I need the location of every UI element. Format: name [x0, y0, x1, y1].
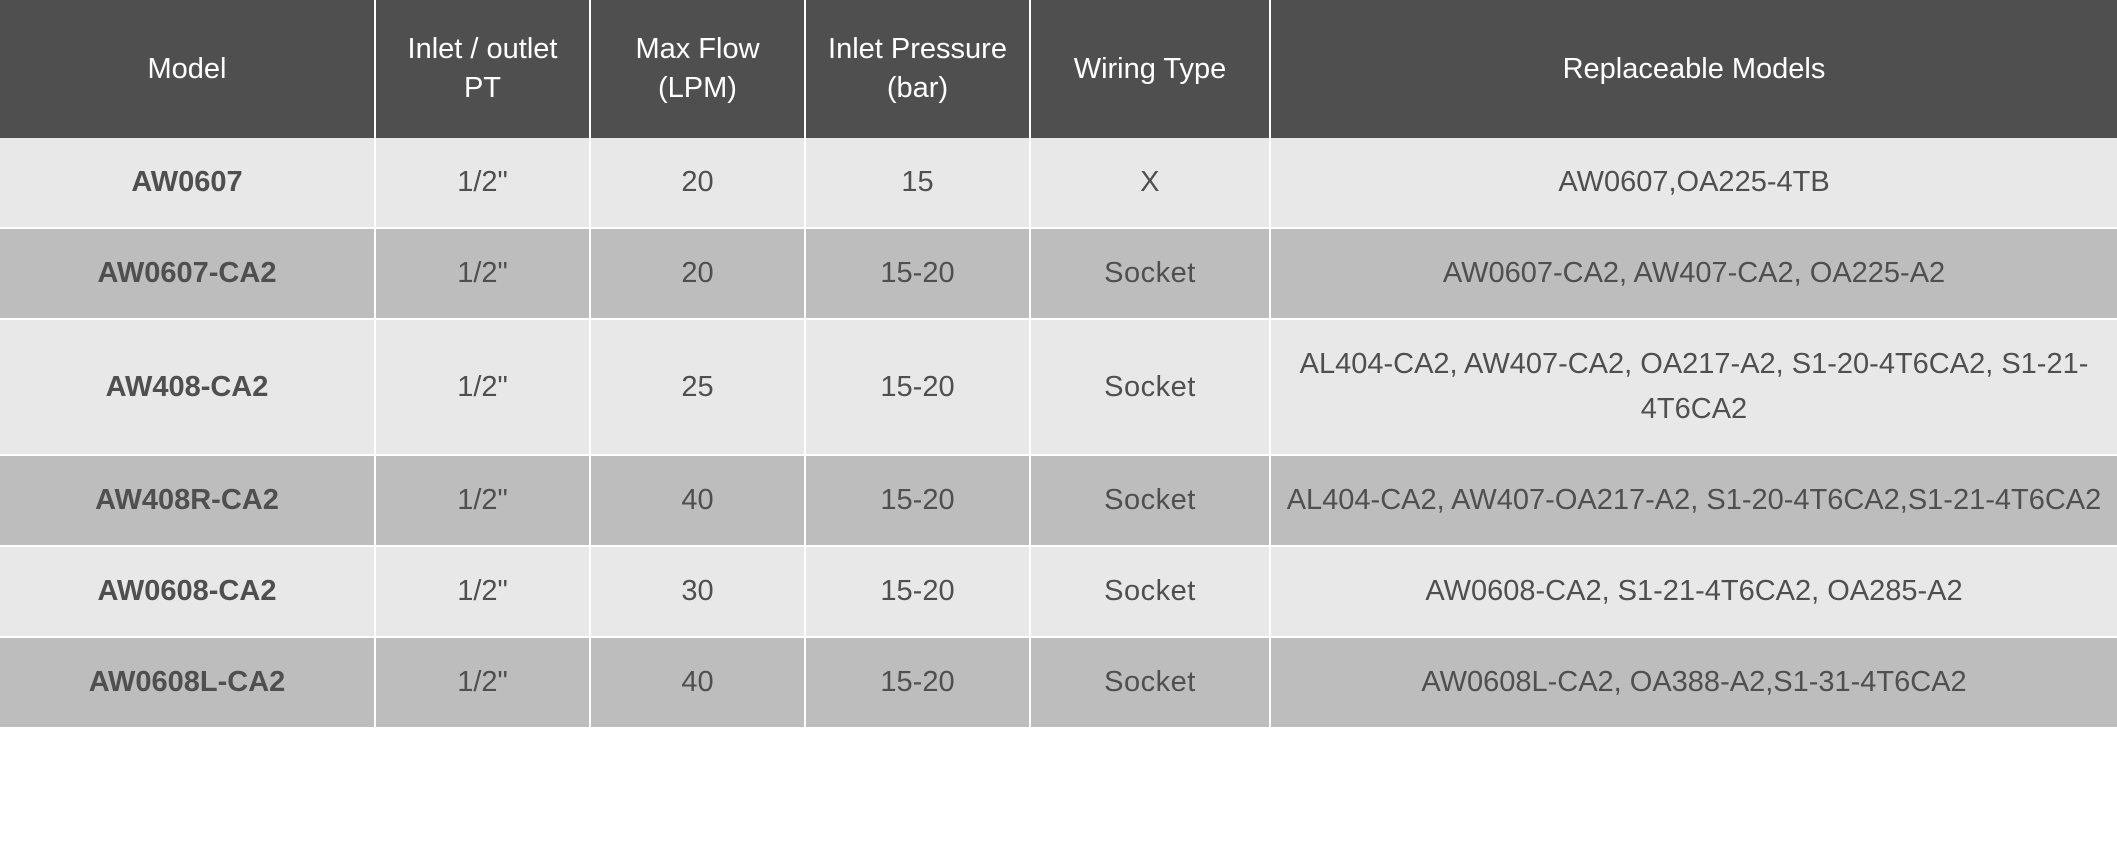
cell-inlet-outlet: 1/2" [375, 138, 590, 228]
cell-model: AW0608-CA2 [0, 546, 375, 637]
cell-inlet-pressure: 15-20 [805, 455, 1030, 546]
table-body: AW0607 1/2" 20 15 X AW0607,OA225-4TB AW0… [0, 138, 2117, 728]
header-wiring-type: Wiring Type [1030, 0, 1270, 138]
cell-wiring-type: Socket [1030, 319, 1270, 455]
cell-replaceable: AL404-CA2, AW407-CA2, OA217-A2, S1-20-4T… [1270, 319, 2117, 455]
spec-table: Model Inlet / outlet PT Max Flow (LPM) I… [0, 0, 2117, 729]
cell-max-flow: 20 [590, 138, 805, 228]
cell-inlet-pressure: 15-20 [805, 546, 1030, 637]
cell-replaceable: AW0607-CA2, AW407-CA2, OA225-A2 [1270, 228, 2117, 319]
cell-max-flow: 30 [590, 546, 805, 637]
cell-inlet-outlet: 1/2" [375, 546, 590, 637]
cell-wiring-type: Socket [1030, 228, 1270, 319]
cell-max-flow: 40 [590, 455, 805, 546]
table-row: AW0607 1/2" 20 15 X AW0607,OA225-4TB [0, 138, 2117, 228]
cell-model: AW408R-CA2 [0, 455, 375, 546]
table-row: AW0608L-CA2 1/2" 40 15-20 Socket AW0608L… [0, 637, 2117, 728]
cell-model: AW0607 [0, 138, 375, 228]
cell-inlet-outlet: 1/2" [375, 637, 590, 728]
table-row: AW408-CA2 1/2" 25 15-20 Socket AL404-CA2… [0, 319, 2117, 455]
cell-wiring-type: Socket [1030, 455, 1270, 546]
cell-inlet-pressure: 15-20 [805, 228, 1030, 319]
cell-max-flow: 40 [590, 637, 805, 728]
header-replaceable: Replaceable Models [1270, 0, 2117, 138]
cell-inlet-outlet: 1/2" [375, 228, 590, 319]
cell-inlet-pressure: 15-20 [805, 319, 1030, 455]
cell-wiring-type: X [1030, 138, 1270, 228]
cell-model: AW0607-CA2 [0, 228, 375, 319]
table-row: AW0607-CA2 1/2" 20 15-20 Socket AW0607-C… [0, 228, 2117, 319]
cell-replaceable: AW0607,OA225-4TB [1270, 138, 2117, 228]
cell-replaceable: AW0608-CA2, S1-21-4T6CA2, OA285-A2 [1270, 546, 2117, 637]
cell-model: AW0608L-CA2 [0, 637, 375, 728]
cell-max-flow: 25 [590, 319, 805, 455]
cell-model: AW408-CA2 [0, 319, 375, 455]
header-max-flow: Max Flow (LPM) [590, 0, 805, 138]
cell-replaceable: AW0608L-CA2, OA388-A2,S1-31-4T6CA2 [1270, 637, 2117, 728]
header-model: Model [0, 0, 375, 138]
cell-inlet-pressure: 15-20 [805, 637, 1030, 728]
cell-wiring-type: Socket [1030, 546, 1270, 637]
cell-inlet-pressure: 15 [805, 138, 1030, 228]
header-inlet-pressure: Inlet Pressure (bar) [805, 0, 1030, 138]
cell-inlet-outlet: 1/2" [375, 319, 590, 455]
table-row: AW408R-CA2 1/2" 40 15-20 Socket AL404-CA… [0, 455, 2117, 546]
cell-wiring-type: Socket [1030, 637, 1270, 728]
table-row: AW0608-CA2 1/2" 30 15-20 Socket AW0608-C… [0, 546, 2117, 637]
table-header: Model Inlet / outlet PT Max Flow (LPM) I… [0, 0, 2117, 138]
cell-max-flow: 20 [590, 228, 805, 319]
header-inlet-outlet: Inlet / outlet PT [375, 0, 590, 138]
cell-replaceable: AL404-CA2, AW407-OA217-A2, S1-20-4T6CA2,… [1270, 455, 2117, 546]
cell-inlet-outlet: 1/2" [375, 455, 590, 546]
